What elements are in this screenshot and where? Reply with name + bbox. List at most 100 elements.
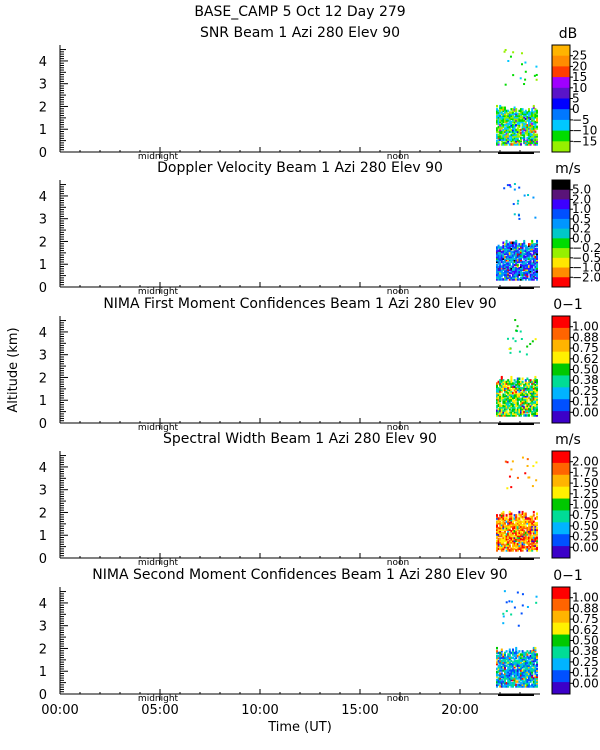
range-gate [529, 666, 532, 669]
range-gate [500, 661, 503, 664]
range-gate [526, 398, 529, 401]
range-gate [531, 669, 534, 672]
range-gate [508, 515, 511, 519]
range-gate [524, 401, 527, 404]
range-gate [515, 534, 518, 538]
range-gate [532, 544, 535, 547]
range-gate [504, 136, 506, 140]
range-gate [504, 252, 506, 256]
range-gate [496, 114, 498, 117]
range-gate [496, 139, 498, 143]
range-gate [502, 545, 505, 549]
range-gate [510, 670, 513, 674]
range-gate [507, 125, 510, 129]
range-gate [529, 111, 532, 114]
range-gate [512, 135, 514, 138]
range-gate [507, 678, 510, 682]
range-gate [512, 120, 514, 124]
range-gate [532, 398, 535, 401]
range-gate [523, 391, 526, 395]
range-gate [507, 675, 510, 679]
colorbar-cell [552, 486, 570, 500]
range-gate [497, 674, 500, 677]
range-gate [529, 116, 532, 119]
range-gate [504, 522, 506, 525]
range-gate [524, 547, 527, 551]
range-gate [512, 683, 514, 687]
range-gate [532, 659, 535, 663]
range-gate [500, 669, 503, 672]
range-gate [521, 409, 524, 412]
range-gate [497, 390, 500, 393]
range-gate [504, 680, 506, 683]
range-gate [502, 531, 505, 535]
marker-label: noon [387, 287, 409, 297]
range-gate [513, 651, 516, 655]
range-gate [510, 518, 513, 522]
range-gate [532, 412, 535, 416]
range-gate [502, 544, 505, 547]
range-gate [518, 141, 521, 145]
range-gate [531, 265, 534, 268]
range-gate [513, 681, 516, 685]
range-gate [520, 683, 522, 687]
range-gate [518, 541, 521, 544]
range-gate [512, 259, 514, 262]
range-gate [504, 274, 506, 278]
range-gate [500, 127, 503, 130]
range-gate [510, 114, 513, 117]
range-gate [532, 653, 535, 656]
range-gate [508, 650, 511, 653]
range-gate [528, 675, 530, 679]
range-gate [534, 273, 537, 276]
range-gate [502, 409, 505, 412]
range-gate [515, 404, 518, 408]
range-gate [513, 132, 516, 135]
range-gate [520, 271, 522, 275]
range-gate [496, 251, 498, 254]
range-gate [532, 244, 535, 248]
range-gate [520, 114, 522, 117]
range-gate [515, 246, 518, 249]
range-gate [513, 270, 516, 273]
range-gate [504, 141, 506, 145]
range-gate [505, 139, 508, 143]
range-gate [523, 114, 526, 117]
range-gate [534, 683, 537, 687]
range-gate [532, 385, 535, 388]
range-gate [516, 265, 519, 268]
range-gate [531, 523, 534, 527]
range-gate [508, 680, 511, 683]
range-gate [505, 539, 508, 543]
range-gate [536, 267, 538, 270]
range-gate [523, 512, 526, 516]
range-gate [499, 517, 502, 520]
colorbar-cell [552, 316, 570, 329]
range-gate [499, 257, 502, 260]
range-gate [513, 403, 516, 406]
range-gate [502, 382, 505, 385]
range-gate [521, 683, 524, 687]
range-gate [496, 520, 498, 523]
range-gate [508, 407, 511, 411]
range-gate [505, 650, 508, 653]
range-gate [505, 116, 508, 119]
range-gate [536, 536, 538, 539]
range-gate [510, 468, 513, 471]
range-gate [499, 395, 502, 398]
range-gate [524, 70, 527, 73]
range-gate [505, 412, 508, 416]
range-gate [502, 124, 505, 127]
range-gate [510, 255, 513, 259]
range-gate [508, 541, 511, 544]
range-gate [531, 395, 534, 398]
range-gate [534, 141, 537, 145]
range-gate [504, 409, 506, 412]
colorbar-label: 20 [572, 59, 587, 73]
range-gate [524, 391, 527, 395]
range-gate [523, 383, 526, 387]
range-gate [513, 247, 516, 251]
range-gate [523, 276, 526, 280]
range-gate [515, 545, 518, 549]
range-gate [536, 257, 538, 260]
